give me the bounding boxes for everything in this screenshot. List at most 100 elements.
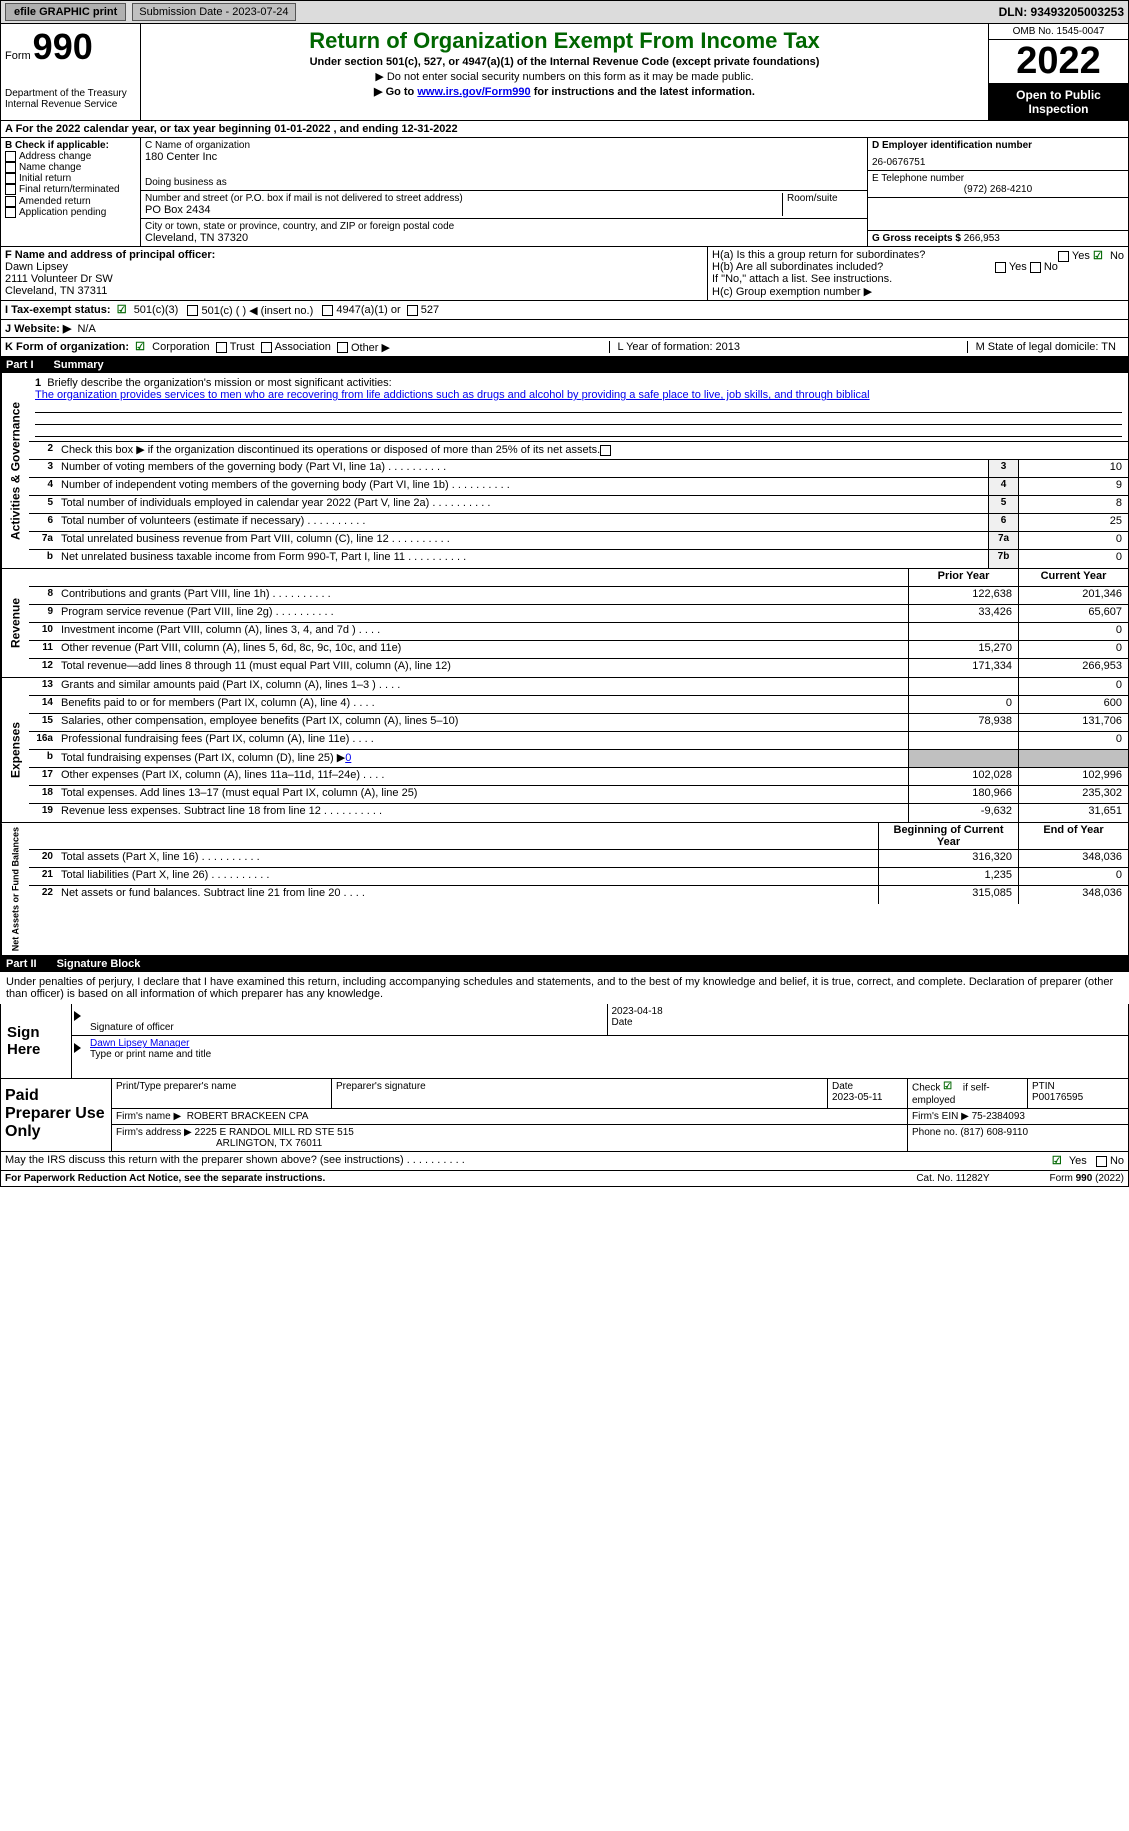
website-value: N/A — [77, 323, 95, 335]
declaration-text: Under penalties of perjury, I declare th… — [0, 972, 1129, 1004]
officer-addr2: Cleveland, TN 37311 — [5, 285, 107, 297]
ptin-label: PTIN — [1032, 1081, 1055, 1092]
hb-yes: Yes — [1009, 261, 1027, 273]
k-assoc-checkbox[interactable] — [261, 342, 272, 353]
l11-current: 0 — [1018, 641, 1128, 658]
l2-text: Check this box ▶ if the organization dis… — [61, 444, 600, 456]
ha-no-checkbox[interactable]: ☑ — [1093, 249, 1107, 263]
l12-text: Total revenue—add lines 8 through 11 (mu… — [57, 659, 908, 677]
l19-text: Revenue less expenses. Subtract line 18 … — [57, 804, 908, 822]
footer-form: Form 990 (2022) — [1050, 1173, 1124, 1184]
checkbox-address-change[interactable] — [5, 151, 16, 162]
k-trust-checkbox[interactable] — [216, 342, 227, 353]
header-right: OMB No. 1545-0047 2022 Open to Public In… — [988, 24, 1128, 120]
org-city: Cleveland, TN 37320 — [145, 232, 863, 244]
ha-label: H(a) Is this a group return for subordin… — [712, 249, 925, 261]
l13-prior — [908, 678, 1018, 695]
form-word: Form — [5, 50, 31, 62]
l15-text: Salaries, other compensation, employee b… — [57, 714, 908, 731]
city-label: City or town, state or province, country… — [145, 221, 863, 232]
hb-no-checkbox[interactable] — [1030, 262, 1041, 273]
efile-print-button[interactable]: efile GRAPHIC print — [5, 3, 126, 21]
i-4947: 4947(a)(1) or — [336, 304, 400, 316]
l18-prior: 180,966 — [908, 786, 1018, 803]
i-501c3-checkbox[interactable]: ☑ — [117, 303, 131, 317]
irs-link[interactable]: www.irs.gov/Form990 — [417, 86, 530, 98]
l19-prior: -9,632 — [908, 804, 1018, 822]
k-corp-checkbox[interactable]: ☑ — [135, 340, 149, 354]
l3-value: 10 — [1018, 460, 1128, 477]
i-label: I Tax-exempt status: — [5, 304, 111, 316]
hb-yes-checkbox[interactable] — [995, 262, 1006, 273]
state-domicile: M State of legal domicile: TN — [967, 341, 1124, 353]
part1-title: Summary — [54, 359, 104, 371]
checkbox-application-pending[interactable] — [5, 207, 16, 218]
ha-yes-checkbox[interactable] — [1058, 251, 1069, 262]
firm-ein-value: 75-2384093 — [972, 1111, 1025, 1122]
k-org-row: K Form of organization: ☑Corporation Tru… — [0, 338, 1129, 357]
end-year-header: End of Year — [1018, 823, 1128, 849]
paid-preparer-row: Paid Preparer Use Only Print/Type prepar… — [0, 1079, 1129, 1152]
paid-date-value: 2023-05-11 — [832, 1092, 882, 1103]
phone-value: (817) 608-9110 — [960, 1127, 1028, 1138]
k-trust: Trust — [230, 341, 255, 353]
netassets-section: Net Assets or Fund Balances Beginning of… — [0, 823, 1129, 956]
checkbox-amended-return[interactable] — [5, 196, 16, 207]
checkbox-name-change[interactable] — [5, 162, 16, 173]
l1-label: Briefly describe the organization's miss… — [47, 377, 391, 389]
l13-text: Grants and similar amounts paid (Part IX… — [57, 678, 908, 695]
k-other-checkbox[interactable] — [337, 342, 348, 353]
checkbox-final-return[interactable] — [5, 184, 16, 195]
hb-label: H(b) Are all subordinates included? — [712, 261, 883, 273]
omb-number: OMB No. 1545-0047 — [989, 24, 1128, 40]
arrow-icon — [74, 1011, 81, 1021]
l8-text: Contributions and grants (Part VIII, lin… — [57, 587, 908, 604]
part2-label: Part II — [6, 958, 37, 970]
l8-prior: 122,638 — [908, 587, 1018, 604]
l12-current: 266,953 — [1018, 659, 1128, 677]
activities-section: Activities & Governance 1 Briefly descri… — [0, 373, 1129, 569]
i-4947-checkbox[interactable] — [322, 305, 333, 316]
officer-block: F Name and address of principal officer:… — [1, 247, 708, 300]
l4-value: 9 — [1018, 478, 1128, 495]
revenue-section: Revenue Prior YearCurrent Year 8Contribu… — [0, 569, 1129, 678]
l22-end: 348,036 — [1018, 886, 1128, 904]
opt-address-change: Address change — [19, 151, 91, 162]
ha-no: No — [1110, 250, 1124, 262]
l17-text: Other expenses (Part IX, column (A), lin… — [57, 768, 908, 785]
k-label: K Form of organization: — [5, 341, 129, 353]
discuss-yes-checkbox[interactable]: ☑ — [1052, 1154, 1066, 1168]
self-employed-checkbox[interactable]: ☑ — [943, 1081, 957, 1095]
officer-label: F Name and address of principal officer: — [5, 249, 215, 261]
l6-value: 25 — [1018, 514, 1128, 531]
l8-current: 201,346 — [1018, 587, 1128, 604]
submission-date: Submission Date - 2023-07-24 — [132, 3, 295, 21]
l9-prior: 33,426 — [908, 605, 1018, 622]
arrow-icon-2 — [74, 1043, 81, 1053]
sig-date-value: 2023-04-18 — [612, 1006, 1125, 1017]
l14-text: Benefits paid to or for members (Part IX… — [57, 696, 908, 713]
sig-date-label: Date — [612, 1017, 1125, 1028]
year-formation: L Year of formation: 2013 — [609, 341, 749, 353]
checkbox-initial-return[interactable] — [5, 173, 16, 184]
l5-text: Total number of individuals employed in … — [57, 496, 988, 513]
prior-year-header: Prior Year — [908, 569, 1018, 586]
l15-prior: 78,938 — [908, 714, 1018, 731]
h-block: H(a) Is this a group return for subordin… — [708, 247, 1128, 300]
l20-end: 348,036 — [1018, 850, 1128, 867]
org-address: PO Box 2434 — [145, 204, 778, 216]
room-suite-label: Room/suite — [783, 193, 863, 216]
i-501c-checkbox[interactable] — [187, 305, 198, 316]
officer-addr1: 2111 Volunteer Dr SW — [5, 273, 113, 285]
i-527-checkbox[interactable] — [407, 305, 418, 316]
l11-text: Other revenue (Part VIII, column (A), li… — [57, 641, 908, 658]
hc-label: H(c) Group exemption number ▶ — [712, 285, 1124, 298]
l9-current: 65,607 — [1018, 605, 1128, 622]
tax-status-row: I Tax-exempt status: ☑501(c)(3) 501(c) (… — [0, 301, 1129, 320]
l2-checkbox[interactable] — [600, 445, 611, 456]
officer-name: Dawn Lipsey — [5, 261, 68, 273]
discuss-no-checkbox[interactable] — [1096, 1156, 1107, 1167]
b-label: B Check if applicable: — [5, 140, 109, 151]
l16b-prior-shaded — [908, 750, 1018, 767]
irs-label: Internal Revenue Service — [5, 99, 136, 110]
